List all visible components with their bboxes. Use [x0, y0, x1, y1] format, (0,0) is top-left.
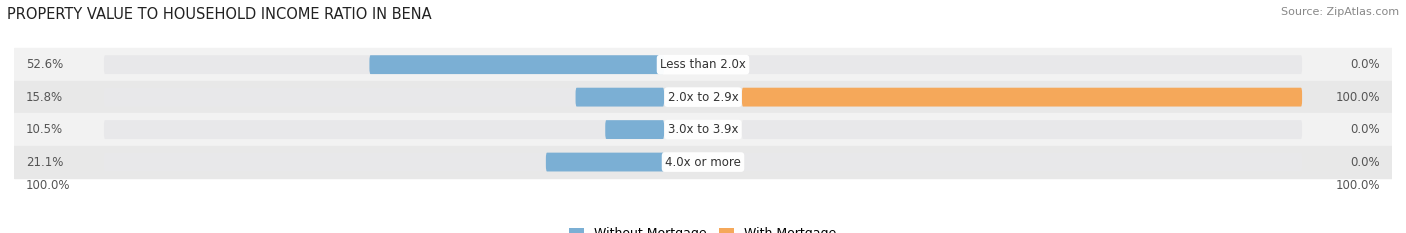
Text: 52.6%: 52.6% [27, 58, 63, 71]
Text: 21.1%: 21.1% [27, 156, 63, 168]
FancyBboxPatch shape [370, 55, 664, 74]
Text: 0.0%: 0.0% [1350, 156, 1379, 168]
FancyBboxPatch shape [742, 88, 1302, 106]
Text: 2.0x to 2.9x: 2.0x to 2.9x [668, 91, 738, 104]
FancyBboxPatch shape [104, 120, 664, 139]
FancyBboxPatch shape [605, 120, 664, 139]
Legend: Without Mortgage, With Mortgage: Without Mortgage, With Mortgage [564, 222, 842, 233]
FancyBboxPatch shape [742, 153, 1302, 171]
Text: 15.8%: 15.8% [27, 91, 63, 104]
Text: 100.0%: 100.0% [1336, 91, 1379, 104]
Bar [14, 48, 1392, 81]
FancyBboxPatch shape [104, 88, 664, 106]
Text: 0.0%: 0.0% [1350, 123, 1379, 136]
Text: Less than 2.0x: Less than 2.0x [659, 58, 747, 71]
FancyBboxPatch shape [742, 88, 1302, 106]
Text: 100.0%: 100.0% [27, 179, 70, 192]
FancyBboxPatch shape [104, 153, 664, 171]
FancyBboxPatch shape [742, 120, 1302, 139]
Text: Source: ZipAtlas.com: Source: ZipAtlas.com [1281, 7, 1399, 17]
Bar [14, 146, 1392, 178]
FancyBboxPatch shape [742, 55, 1302, 74]
FancyBboxPatch shape [575, 88, 664, 106]
Text: 3.0x to 3.9x: 3.0x to 3.9x [668, 123, 738, 136]
Bar [14, 113, 1392, 146]
Text: 10.5%: 10.5% [27, 123, 63, 136]
Bar [14, 81, 1392, 113]
Text: 0.0%: 0.0% [1350, 58, 1379, 71]
Text: PROPERTY VALUE TO HOUSEHOLD INCOME RATIO IN BENA: PROPERTY VALUE TO HOUSEHOLD INCOME RATIO… [7, 7, 432, 22]
FancyBboxPatch shape [546, 153, 664, 171]
Text: 4.0x or more: 4.0x or more [665, 156, 741, 168]
Text: 100.0%: 100.0% [1336, 179, 1379, 192]
FancyBboxPatch shape [104, 55, 664, 74]
